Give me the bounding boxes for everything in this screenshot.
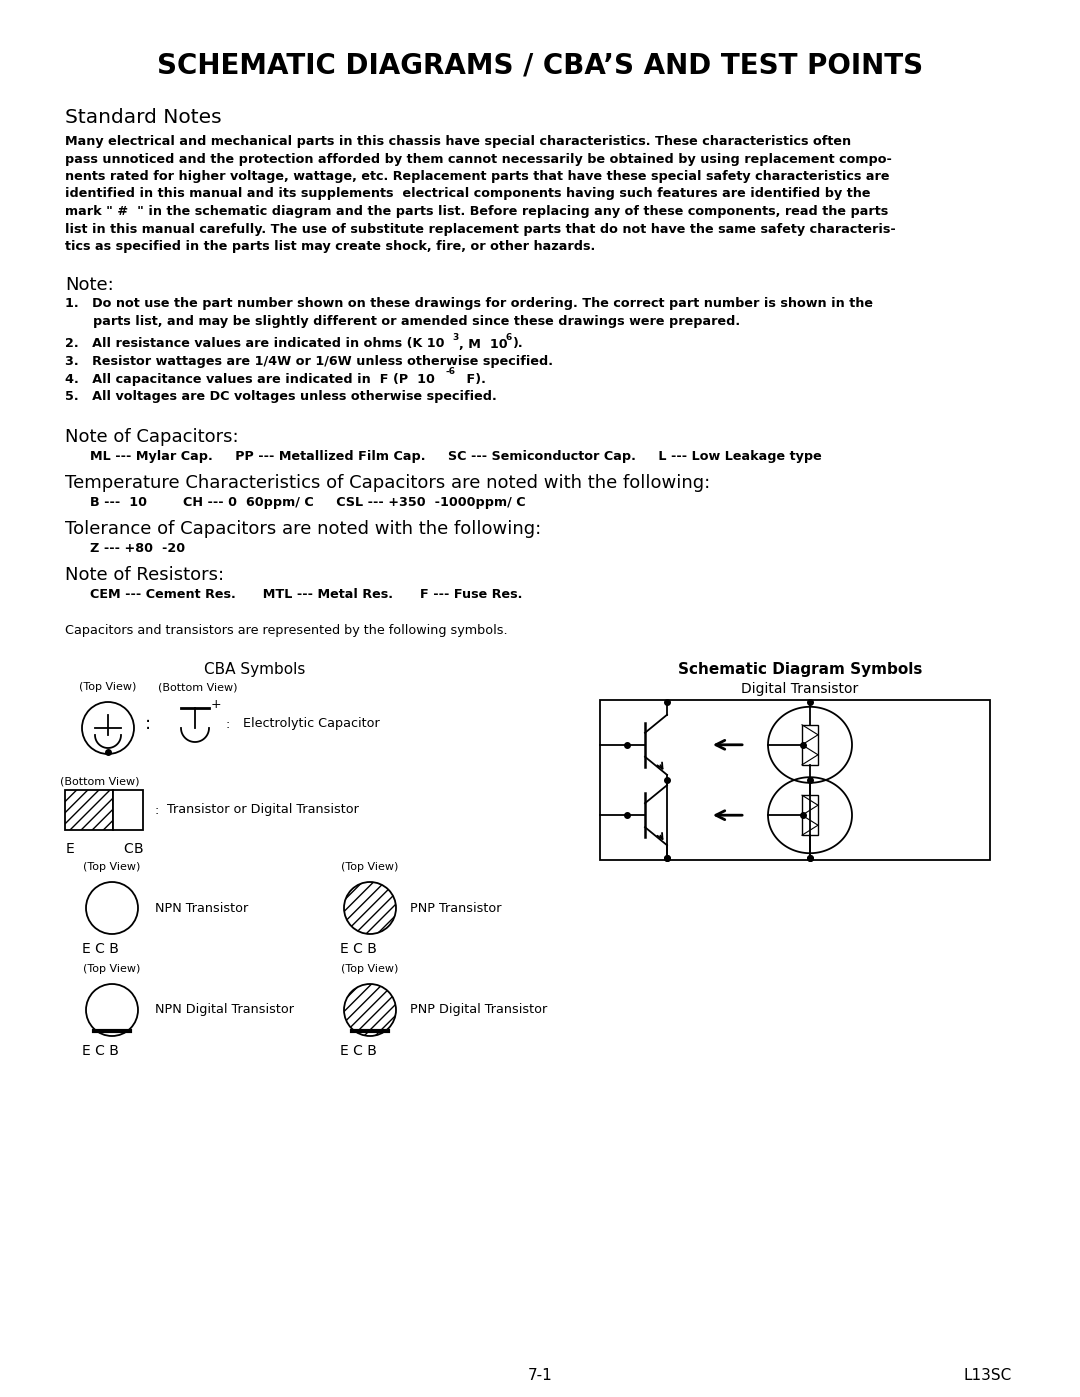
Circle shape [86, 983, 138, 1037]
Text: :: : [145, 715, 151, 733]
Text: (Top View): (Top View) [341, 862, 399, 872]
Text: Z --- +80  -20: Z --- +80 -20 [90, 542, 185, 555]
Bar [802, 795, 818, 835]
Text: Standard Notes: Standard Notes [65, 108, 221, 127]
Bar [65, 789, 113, 830]
Text: E C B: E C B [82, 942, 119, 956]
Text: identified in this manual and its supplements  electrical components having such: identified in this manual and its supple… [65, 187, 870, 201]
Text: tics as specified in the parts list may create shock, fire, or other hazards.: tics as specified in the parts list may … [65, 240, 595, 253]
Text: (Bottom View): (Bottom View) [159, 682, 238, 692]
Circle shape [86, 882, 138, 935]
Text: (Top View): (Top View) [83, 862, 140, 872]
Text: (Top View): (Top View) [79, 682, 137, 692]
Text: E C B: E C B [82, 1044, 119, 1058]
Text: -6: -6 [445, 367, 455, 377]
Text: Tolerance of Capacitors are noted with the following:: Tolerance of Capacitors are noted with t… [65, 520, 541, 538]
Text: Note:: Note: [65, 275, 113, 293]
Text: E C B: E C B [339, 1044, 377, 1058]
Text: (Top View): (Top View) [341, 964, 399, 974]
Text: pass unnoticed and the protection afforded by them cannot necessarily be obtaine: pass unnoticed and the protection afford… [65, 152, 892, 165]
Text: (Top View): (Top View) [83, 964, 140, 974]
Text: E: E [66, 842, 75, 856]
Text: 1.   Do not use the part number shown on these drawings for ordering. The correc: 1. Do not use the part number shown on t… [65, 298, 873, 310]
Text: mark " #  " in the schematic diagram and the parts list. Before replacing any of: mark " # " in the schematic diagram and … [65, 205, 888, 218]
Text: ML --- Mylar Cap.     PP --- Metallized Film Cap.     SC --- Semiconductor Cap. : ML --- Mylar Cap. PP --- Metallized Film… [90, 450, 822, 462]
Text: SCHEMATIC DIAGRAMS / CBA’S AND TEST POINTS: SCHEMATIC DIAGRAMS / CBA’S AND TEST POIN… [157, 52, 923, 80]
Text: , M  10: , M 10 [459, 338, 508, 351]
Bar [802, 725, 818, 764]
Text: Capacitors and transistors are represented by the following symbols.: Capacitors and transistors are represent… [65, 624, 508, 637]
Text: +: + [211, 697, 221, 711]
Text: PNP Digital Transistor: PNP Digital Transistor [410, 1003, 548, 1017]
Text: NPN Transistor: NPN Transistor [156, 901, 248, 915]
Text: ).: ). [513, 338, 524, 351]
Text: Transistor or Digital Transistor: Transistor or Digital Transistor [167, 803, 359, 816]
Text: 6: 6 [507, 332, 512, 341]
Text: :: : [226, 718, 230, 731]
Text: Schematic Diagram Symbols: Schematic Diagram Symbols [678, 662, 922, 678]
Text: C: C [123, 842, 133, 856]
Text: :: : [154, 803, 159, 816]
Text: PNP Transistor: PNP Transistor [410, 901, 501, 915]
Text: B: B [133, 842, 143, 856]
Text: nents rated for higher voltage, wattage, etc. Replacement parts that have these : nents rated for higher voltage, wattage,… [65, 170, 890, 183]
Text: 5.   All voltages are DC voltages unless otherwise specified.: 5. All voltages are DC voltages unless o… [65, 390, 497, 402]
Circle shape [345, 882, 396, 935]
Text: Note of Resistors:: Note of Resistors: [65, 566, 225, 584]
Text: B ---  10        CH --- 0  60ppm/ C     CSL --- +350  -1000ppm/ C: B --- 10 CH --- 0 60ppm/ C CSL --- +350 … [90, 496, 526, 509]
Text: F).: F). [462, 373, 486, 386]
Bar [113, 789, 143, 830]
Circle shape [345, 983, 396, 1037]
Text: CBA Symbols: CBA Symbols [204, 662, 306, 678]
Text: L13SC: L13SC [963, 1368, 1012, 1383]
Text: Note of Capacitors:: Note of Capacitors: [65, 427, 239, 446]
Text: Many electrical and mechanical parts in this chassis have special characteristic: Many electrical and mechanical parts in … [65, 136, 851, 148]
Text: 3: 3 [453, 332, 458, 341]
Text: 7-1: 7-1 [528, 1368, 552, 1383]
Text: Electrolytic Capacitor: Electrolytic Capacitor [243, 718, 380, 731]
Text: (Bottom View): (Bottom View) [60, 775, 139, 787]
Text: 3.   Resistor wattages are 1/4W or 1/6W unless otherwise specified.: 3. Resistor wattages are 1/4W or 1/6W un… [65, 355, 553, 367]
Text: parts list, and may be slightly different or amended since these drawings were p: parts list, and may be slightly differen… [93, 314, 740, 328]
Text: list in this manual carefully. The use of substitute replacement parts that do n: list in this manual carefully. The use o… [65, 222, 895, 236]
Text: Temperature Characteristics of Capacitors are noted with the following:: Temperature Characteristics of Capacitor… [65, 474, 711, 492]
Text: E C B: E C B [339, 942, 377, 956]
Text: 4.   All capacitance values are indicated in  F (P  10: 4. All capacitance values are indicated … [65, 373, 435, 386]
Text: CEM --- Cement Res.      MTL --- Metal Res.      F --- Fuse Res.: CEM --- Cement Res. MTL --- Metal Res. F… [90, 588, 523, 601]
Bar [600, 700, 990, 861]
Text: Digital Transistor: Digital Transistor [741, 682, 859, 696]
Text: NPN Digital Transistor: NPN Digital Transistor [156, 1003, 294, 1017]
Text: 2.   All resistance values are indicated in ohms (K 10: 2. All resistance values are indicated i… [65, 338, 445, 351]
